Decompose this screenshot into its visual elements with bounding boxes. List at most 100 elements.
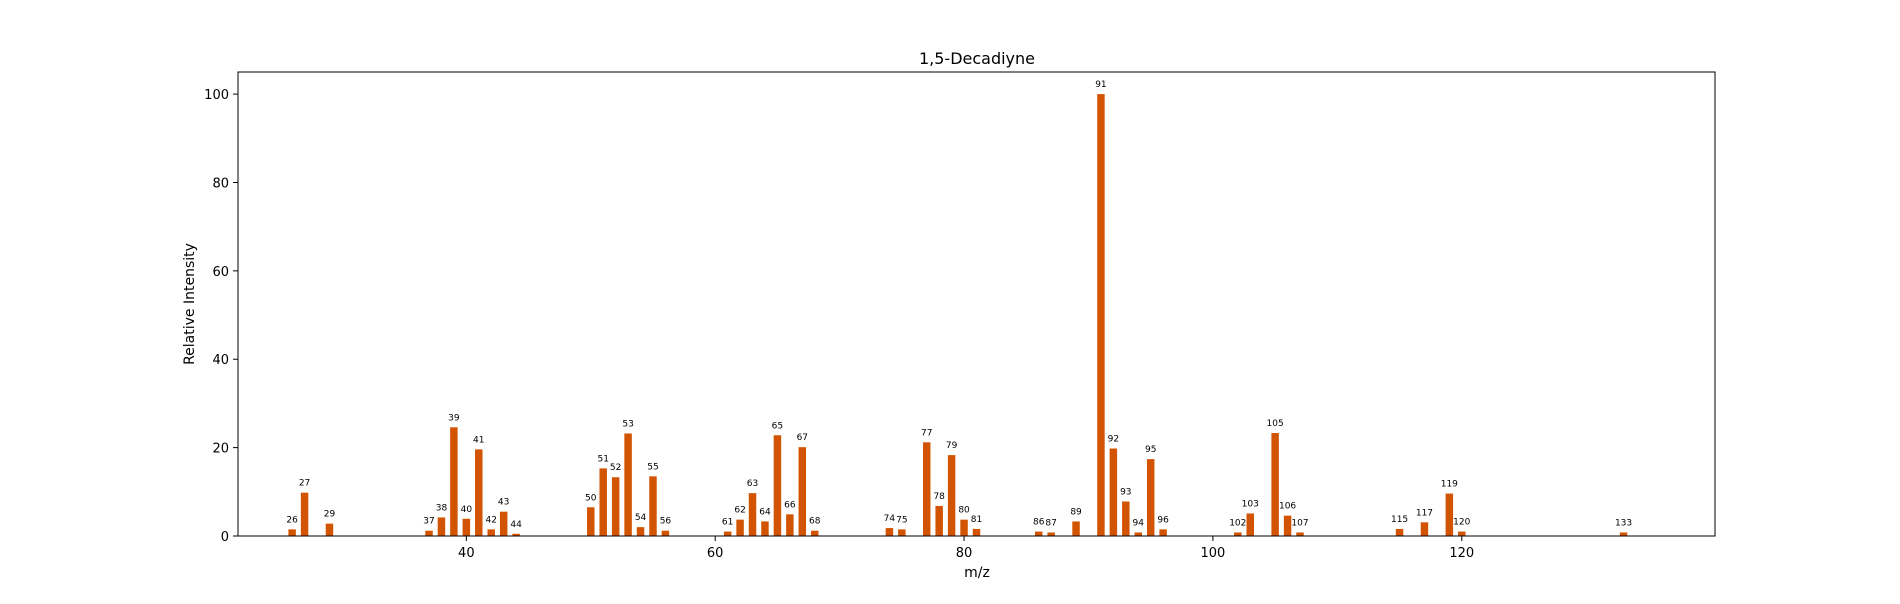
bar-mz-78 [935,505,943,536]
bar-mz-61 [723,531,732,536]
y-tick-label: 80 [212,176,229,191]
bar-label-mz-55: 55 [647,462,658,472]
bar-label-mz-78: 78 [933,492,945,502]
bar-mz-65 [773,435,782,536]
bar-mz-89 [1072,521,1080,536]
bar-label-mz-75: 75 [896,515,907,525]
bar-label-mz-52: 52 [610,463,621,473]
bar-label-mz-63: 63 [747,479,758,489]
bar-label-mz-66: 66 [784,500,796,510]
bar-label-mz-39: 39 [448,413,460,423]
bar-mz-74 [885,528,894,536]
bar-label-mz-64: 64 [759,507,771,517]
bar-mz-120 [1458,531,1466,536]
bar-label-mz-119: 119 [1441,480,1458,490]
bar-mz-103 [1246,513,1254,536]
bars-layer [288,94,1628,536]
bar-label-mz-27: 27 [299,479,310,489]
plot-frame [237,71,1716,537]
bar-mz-86 [1034,531,1043,536]
bar-mz-105 [1271,433,1279,536]
bar-mz-52 [611,477,620,536]
bar-mz-67 [798,447,807,536]
bar-label-mz-89: 89 [1070,507,1082,517]
y-axis-label: Relative Intensity [182,243,198,365]
y-tick-label: 60 [212,265,229,280]
bar-mz-39 [450,427,458,536]
bar-label-mz-44: 44 [510,520,522,530]
bar-label-mz-133: 133 [1615,518,1632,528]
bar-mz-29 [325,523,334,536]
bar-mz-133 [1619,532,1628,536]
bar-mz-53 [624,433,632,536]
bar-mz-41 [475,449,483,536]
bar-mz-75 [898,529,906,536]
bar-label-mz-96: 96 [1157,515,1169,525]
bar-mz-95 [1146,459,1155,536]
bar-label-mz-67: 67 [797,433,808,443]
bar-label-mz-62: 62 [734,506,745,516]
bar-mz-94 [1134,532,1142,536]
bar-mz-106 [1283,515,1292,536]
bar-mz-81 [972,528,981,536]
bar-label-mz-41: 41 [473,435,484,445]
bar-label-mz-117: 117 [1416,508,1433,518]
bar-label-mz-80: 80 [958,506,970,516]
bar-label-mz-106: 106 [1279,502,1296,512]
bar-label-mz-38: 38 [436,503,448,513]
bar-mz-37 [425,530,433,536]
bar-label-mz-93: 93 [1120,488,1131,498]
bar-mz-43 [499,511,508,536]
bar-label-mz-51: 51 [597,454,608,464]
bar-label-mz-79: 79 [946,441,958,451]
y-tick-label: 40 [212,353,229,368]
bar-label-mz-105: 105 [1267,419,1284,429]
bar-label-mz-92: 92 [1108,435,1119,445]
bar-label-mz-43: 43 [498,498,509,508]
bar-label-mz-94: 94 [1133,518,1145,528]
bar-mz-119 [1445,493,1454,536]
bar-mz-77 [922,442,931,536]
x-axis: 40 60 80 100 120 [458,536,1474,561]
bar-label-mz-68: 68 [809,517,821,527]
bar-label-mz-77: 77 [921,428,932,438]
bar-label-mz-50: 50 [585,493,597,503]
bar-mz-87 [1047,532,1055,536]
bar-label-mz-120: 120 [1453,518,1470,528]
bar-label-mz-56: 56 [660,517,672,527]
y-tick-label: 100 [204,88,229,103]
bar-mz-107 [1296,532,1304,536]
bar-label-mz-26: 26 [286,515,298,525]
bar-label-mz-42: 42 [485,515,496,525]
bar-label-mz-81: 81 [971,515,982,525]
bar-label-mz-74: 74 [884,514,896,524]
bar-label-mz-65: 65 [772,421,783,431]
bar-label-mz-61: 61 [722,518,733,528]
bar-mz-38 [437,517,446,536]
bar-mz-54 [636,527,645,536]
bar-mz-66 [786,514,794,536]
x-tick-label: 60 [707,546,724,561]
bar-label-mz-95: 95 [1145,445,1156,455]
bar-label-mz-40: 40 [461,505,473,515]
bar-mz-91 [1097,94,1105,536]
bar-mz-102 [1234,532,1242,536]
x-tick-label: 80 [956,546,973,561]
bar-mz-27 [300,492,309,536]
bar-label-mz-102: 102 [1229,518,1246,528]
y-axis: 0 20 40 60 80 100 [204,88,238,545]
bar-label-mz-107: 107 [1291,518,1308,528]
bar-label-mz-54: 54 [635,513,647,523]
bar-label-mz-87: 87 [1045,518,1056,528]
chart-title: 1,5-Decadiyne [919,49,1035,68]
bar-label-mz-86: 86 [1033,518,1045,528]
x-axis-label: m/z [964,565,990,581]
y-tick-label: 0 [221,530,229,545]
bar-mz-92 [1109,448,1118,536]
bar-label-mz-91: 91 [1095,80,1106,90]
bar-mz-80 [960,519,968,536]
bar-mz-115 [1395,528,1404,536]
bar-mz-44 [512,533,520,536]
